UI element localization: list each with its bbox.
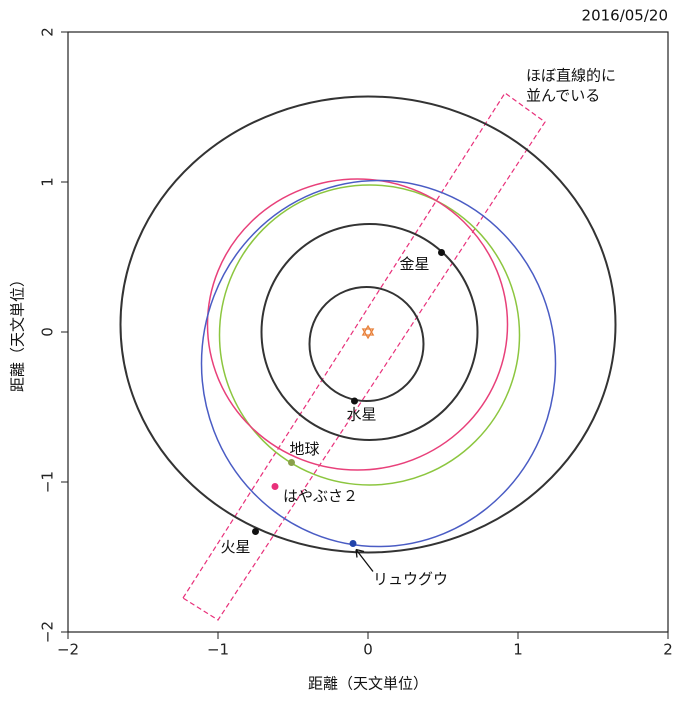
plot-frame — [67, 31, 669, 633]
y-tick-label: −1 — [39, 471, 57, 493]
point — [438, 249, 445, 256]
annotation: 並んでいる — [526, 87, 600, 105]
x-tick-label: 0 — [363, 641, 373, 659]
point — [349, 540, 357, 547]
annotation: ほぼ直線的に — [526, 67, 616, 85]
y-tick-label: 0 — [39, 327, 57, 337]
x-tick-label: −1 — [207, 641, 229, 659]
point — [288, 459, 295, 466]
orbit — [206, 178, 509, 471]
x-tick-label: 2 — [663, 641, 673, 659]
point-label: 地球 — [290, 440, 320, 458]
orbit — [200, 179, 557, 548]
y-axis-title: 距離（天文単位） — [9, 272, 27, 392]
alignment-box — [182, 92, 546, 621]
point — [271, 483, 279, 490]
point-label: 水星 — [347, 406, 377, 424]
point-label: リュウグウ — [373, 570, 448, 588]
y-tick-label: 2 — [39, 27, 57, 37]
sun-symbol — [361, 324, 375, 336]
y-tick-label: 1 — [39, 177, 57, 187]
point-label: 金星 — [400, 255, 430, 273]
orbit — [119, 95, 617, 554]
orbit — [218, 184, 521, 486]
point-label: はやぶさ２ — [283, 487, 358, 505]
sun-symbol — [361, 328, 375, 340]
point-label: 火星 — [221, 538, 251, 556]
x-axis-title: 距離（天文単位） — [308, 675, 428, 693]
x-tick-label: 1 — [513, 641, 523, 659]
point — [351, 397, 358, 405]
x-tick-label: −2 — [57, 641, 79, 659]
arrow — [355, 548, 374, 572]
date: 2016/05/20 — [582, 7, 668, 25]
orbit — [260, 223, 479, 441]
orbit — [308, 286, 425, 402]
y-tick-label: −2 — [39, 621, 57, 643]
point — [252, 528, 259, 535]
